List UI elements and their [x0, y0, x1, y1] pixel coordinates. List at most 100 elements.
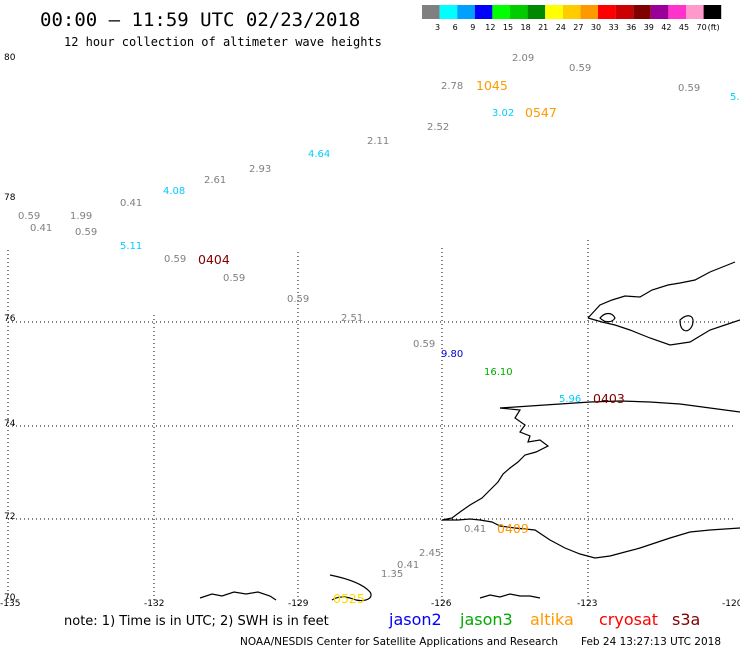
graticule	[7, 240, 735, 605]
wave-height-value: 1.99	[70, 211, 92, 222]
wave-height-value: 2.61	[204, 175, 226, 186]
legend-label: 9	[470, 23, 475, 32]
latitude-label: 80	[4, 53, 16, 63]
mission-s3a: s3a	[672, 610, 700, 629]
observations-layer: 2.09 0.59 0.59 5. 2.78 3.02 2.52 2.11 4.64 2.93 2.…	[18, 53, 740, 580]
legend-swatch	[650, 5, 669, 19]
wave-height-value: 2.51	[341, 313, 363, 324]
pass-times-layer: 1045 0547 0404 0403 0409 0525	[198, 78, 625, 606]
wave-height-value: 0.59	[75, 227, 97, 238]
legend-swatch	[474, 5, 493, 19]
legend-label: 36	[626, 23, 636, 32]
wave-height-value: 0.41	[397, 560, 419, 571]
pass-time-label: 0409	[497, 521, 529, 536]
legend-label: 27	[573, 23, 583, 32]
wave-height-value: 2.78	[441, 81, 463, 92]
footer-credit: NOAA/NESDIS Center for Satellite Applica…	[240, 636, 558, 648]
legend-label: 45	[679, 23, 689, 32]
mission-jason3: jason3	[459, 610, 513, 629]
longitude-label: -120	[722, 599, 740, 609]
legend-label: 12	[485, 23, 495, 32]
legend-label: 6	[453, 23, 458, 32]
mission-legend: jason2 jason3 altika cryosat s3a	[388, 610, 700, 629]
legend-swatch	[457, 5, 475, 19]
mission-jason2: jason2	[388, 610, 442, 629]
legend-label: 33	[609, 23, 619, 32]
longitude-label: -129	[288, 599, 309, 609]
legend-swatch	[633, 5, 651, 19]
color-legend: 3 6 9 12 15 18 21 24 27 30 33 36 39 42 45 70 (ft)	[422, 5, 722, 32]
longitude-label: -123	[577, 599, 597, 609]
wave-height-value: 16.10	[484, 367, 513, 378]
legend-swatch	[545, 5, 563, 19]
latitude-label: 76	[4, 314, 16, 324]
wave-height-value: 5.	[730, 92, 740, 103]
legend-swatch	[422, 5, 440, 19]
wave-height-value: 0.59	[413, 339, 435, 350]
wave-height-value: 4.64	[308, 149, 330, 160]
latitude-label: 72	[4, 512, 15, 522]
wave-height-value: 5.96	[559, 394, 581, 405]
wave-height-value: 2.11	[367, 136, 389, 147]
footer-note: note: 1) Time is in UTC; 2) SWH is in fe…	[64, 614, 329, 629]
wave-height-value: 2.93	[249, 164, 271, 175]
wave-height-value: 2.45	[419, 548, 441, 559]
legend-label: 30	[591, 23, 601, 32]
legend-label: 70	[697, 23, 707, 32]
legend-swatch	[439, 5, 458, 19]
legend-swatch	[527, 5, 546, 19]
wave-height-value: 0.41	[120, 198, 142, 209]
pass-time-label: 0547	[525, 105, 557, 120]
legend-label: 15	[503, 23, 513, 32]
latitude-label: 70	[4, 593, 16, 603]
latitude-label: 74	[4, 419, 16, 429]
pass-time-label: 0525	[333, 591, 365, 606]
wave-height-value: 0.59	[164, 254, 186, 265]
legend-label: 18	[521, 23, 531, 32]
wave-height-value: 0.59	[223, 273, 245, 284]
wave-height-value: 2.09	[512, 53, 534, 64]
pass-time-label: 0403	[593, 391, 625, 406]
footer-timestamp: Feb 24 13:27:13 UTC 2018	[581, 636, 721, 648]
legend-swatch	[580, 5, 598, 19]
legend-swatch	[615, 5, 634, 19]
legend-unit: (ft)	[708, 23, 720, 32]
wave-height-value: 2.52	[427, 122, 449, 133]
legend-label: 42	[661, 23, 671, 32]
legend-label: 21	[538, 23, 548, 32]
wave-height-value: 0.59	[569, 63, 591, 74]
pass-time-label: 1045	[476, 78, 508, 93]
longitude-label: -135	[0, 599, 20, 609]
legend-label: 39	[644, 23, 654, 32]
legend-swatch	[703, 5, 722, 19]
legend-swatch	[598, 5, 616, 19]
legend-swatch	[668, 5, 686, 19]
map-subtitle: 12 hour collection of altimeter wave hei…	[64, 35, 382, 49]
wave-height-value: 3.02	[492, 108, 514, 119]
mission-cryosat: cryosat	[599, 610, 658, 629]
latitude-label: 78	[4, 193, 16, 203]
map-title: 00:00 – 11:59 UTC 02/23/2018	[40, 9, 360, 31]
pass-time-label: 0404	[198, 252, 230, 267]
legend-swatch	[492, 5, 510, 19]
legend-swatch	[562, 5, 581, 19]
mission-altika: altika	[530, 610, 574, 629]
wave-height-value: 9.80	[441, 349, 463, 360]
wave-height-value: 0.41	[464, 524, 486, 535]
axis-labels: -135 -132 -129 -126 -123 -120 80 78 76 74 72 70	[0, 53, 740, 609]
coastline	[199, 261, 740, 602]
wave-height-value: 4.08	[163, 186, 185, 197]
wave-height-value: 0.59	[287, 294, 309, 305]
longitude-label: -126	[431, 599, 452, 609]
wave-height-value: 0.59	[678, 83, 700, 94]
legend-label: 3	[435, 23, 440, 32]
legend-swatch	[510, 5, 528, 19]
wave-height-value: 0.59	[18, 211, 40, 222]
wave-height-value: 1.35	[381, 569, 403, 580]
legend-swatch	[686, 5, 704, 19]
longitude-label: -132	[144, 599, 164, 609]
legend-label: 24	[556, 23, 566, 32]
wave-height-value: 5.11	[120, 241, 142, 252]
